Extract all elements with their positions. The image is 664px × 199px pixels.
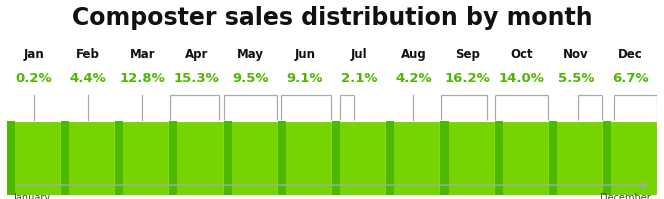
- Bar: [61, 121, 115, 195]
- Bar: [549, 121, 557, 195]
- Text: 2.1%: 2.1%: [341, 72, 377, 85]
- Text: 14.0%: 14.0%: [499, 72, 544, 85]
- Bar: [61, 121, 69, 195]
- Bar: [332, 121, 386, 195]
- Text: Feb: Feb: [76, 48, 100, 61]
- Bar: [169, 121, 224, 195]
- Bar: [495, 121, 549, 195]
- Text: Nov: Nov: [563, 48, 589, 61]
- Text: Sep: Sep: [455, 48, 480, 61]
- Text: Aug: Aug: [400, 48, 426, 61]
- Text: Oct: Oct: [511, 48, 533, 61]
- Text: 5.5%: 5.5%: [558, 72, 594, 85]
- Bar: [169, 121, 177, 195]
- Bar: [603, 121, 657, 195]
- Text: 6.7%: 6.7%: [612, 72, 649, 85]
- Bar: [549, 121, 603, 195]
- Text: 0.2%: 0.2%: [15, 72, 52, 85]
- Text: 9.1%: 9.1%: [287, 72, 323, 85]
- Bar: [603, 121, 612, 195]
- Bar: [440, 121, 495, 195]
- Text: 12.8%: 12.8%: [120, 72, 165, 85]
- Text: Jun: Jun: [294, 48, 315, 61]
- Text: Composter sales distribution by month: Composter sales distribution by month: [72, 6, 592, 30]
- Bar: [7, 121, 15, 195]
- Text: Apr: Apr: [185, 48, 208, 61]
- Text: Dec: Dec: [618, 48, 643, 61]
- Text: 4.2%: 4.2%: [395, 72, 432, 85]
- Bar: [440, 121, 449, 195]
- Text: Jan: Jan: [23, 48, 44, 61]
- Text: Mar: Mar: [129, 48, 155, 61]
- Bar: [115, 121, 124, 195]
- Bar: [7, 121, 61, 195]
- Text: May: May: [237, 48, 264, 61]
- Bar: [278, 121, 286, 195]
- Text: 9.5%: 9.5%: [232, 72, 269, 85]
- Text: Jul: Jul: [351, 48, 367, 61]
- Bar: [224, 121, 232, 195]
- Bar: [386, 121, 394, 195]
- Text: 15.3%: 15.3%: [173, 72, 219, 85]
- Text: January: January: [13, 193, 50, 199]
- Text: 16.2%: 16.2%: [445, 72, 491, 85]
- Text: 4.4%: 4.4%: [70, 72, 106, 85]
- Bar: [115, 121, 169, 195]
- Bar: [278, 121, 332, 195]
- Bar: [386, 121, 440, 195]
- Bar: [332, 121, 340, 195]
- Bar: [224, 121, 278, 195]
- Text: December: December: [600, 193, 651, 199]
- Bar: [495, 121, 503, 195]
